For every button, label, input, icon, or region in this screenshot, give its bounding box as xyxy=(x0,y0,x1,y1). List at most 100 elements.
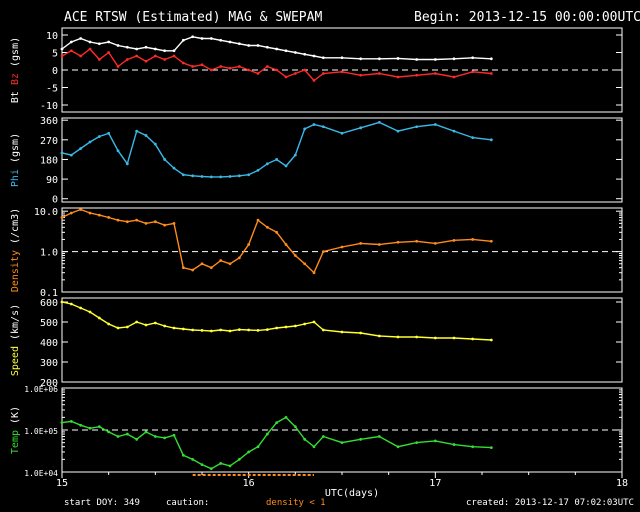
mag-point-1-20 xyxy=(247,68,251,72)
speed-point-0-28 xyxy=(321,328,325,332)
temp-point-0-11 xyxy=(163,436,167,440)
temp-point-0-33 xyxy=(415,441,419,445)
phi-point-0-29 xyxy=(340,131,344,135)
density-point-0-17 xyxy=(219,259,223,262)
density-point-0-1 xyxy=(69,211,73,215)
temp-point-0-4 xyxy=(97,425,101,429)
mag-point-0-18 xyxy=(228,40,232,44)
temp-point-0-25 xyxy=(293,425,297,429)
phi-point-0-15 xyxy=(200,175,204,178)
speed-point-0-32 xyxy=(396,335,400,339)
speed-point-0-21 xyxy=(256,329,260,332)
density-point-0-33 xyxy=(415,239,419,243)
mag-point-0-28 xyxy=(321,56,325,60)
temp-point-0-20 xyxy=(247,450,251,454)
temp-point-0-9 xyxy=(144,430,148,434)
temp-point-0-22 xyxy=(265,432,269,436)
temp-point-0-27 xyxy=(312,445,316,449)
speed-point-0-8 xyxy=(135,320,139,324)
temp-point-0-2 xyxy=(79,423,83,427)
speed-point-0-31 xyxy=(377,334,381,338)
mag-point-0-25 xyxy=(293,51,297,54)
density-point-0-31 xyxy=(377,243,381,246)
mag-point-0-29 xyxy=(340,56,344,60)
density-caution-note: density < 1 xyxy=(266,498,326,508)
phi-point-0-25 xyxy=(293,153,297,157)
temp-point-0-35 xyxy=(452,443,456,446)
density-point-0-8 xyxy=(135,218,139,222)
mag-point-1-5 xyxy=(107,51,111,54)
temp-point-0-36 xyxy=(471,445,475,449)
chart-title: ACE RTSW (Estimated) MAG & SWEPAM xyxy=(64,10,323,25)
speed-axis-label-part-0: Speed xyxy=(10,346,21,376)
phi-series-phi xyxy=(61,121,492,178)
mag-point-0-3 xyxy=(88,40,92,44)
phi-tick-label-1: 270 xyxy=(40,136,58,147)
mag-point-0-31 xyxy=(377,57,381,61)
begin-time: Begin: 2013-12-15 00:00:00UTC xyxy=(414,10,640,25)
mag-point-1-21 xyxy=(256,72,260,75)
density-point-0-22 xyxy=(265,225,269,229)
speed-point-0-5 xyxy=(107,322,111,326)
speed-point-0-18 xyxy=(228,329,232,333)
mag-point-0-34 xyxy=(433,58,437,61)
temp-axis-label-part-0: Temp xyxy=(10,430,21,454)
phi-point-0-19 xyxy=(237,174,241,178)
mag-point-1-33 xyxy=(415,73,419,77)
mag-point-1-17 xyxy=(219,65,223,68)
mag-point-1-1 xyxy=(69,49,73,53)
density-tick-label-1: 1.0 xyxy=(40,248,58,259)
mag-point-1-31 xyxy=(377,72,381,75)
mag-point-0-24 xyxy=(284,49,288,53)
mag-point-1-15 xyxy=(200,63,204,67)
temp-point-0-13 xyxy=(181,453,185,457)
density-axis-label-part-1: (/cm3) xyxy=(10,208,21,250)
density-frame xyxy=(61,207,623,293)
speed-tick-label-3: 300 xyxy=(40,358,58,369)
temp-point-0-6 xyxy=(116,435,120,438)
density-point-0-21 xyxy=(256,218,260,222)
phi-point-0-12 xyxy=(172,166,176,170)
mag-point-1-4 xyxy=(97,58,101,61)
speed-point-0-26 xyxy=(303,322,307,326)
density-point-0-24 xyxy=(284,243,288,246)
chart-panels: 10 5 0 -5 -10 Bt Bz (gsm) 360 270 180 90 0 Phi (gsm… xyxy=(10,27,623,478)
density-point-0-25 xyxy=(293,254,297,257)
phi-point-0-10 xyxy=(153,142,157,146)
panel-speed: 600 500 400 300 200 Speed (km/s) xyxy=(10,297,623,389)
speed-point-0-24 xyxy=(284,325,288,329)
density-point-0-3 xyxy=(88,211,92,215)
mag-point-0-17 xyxy=(219,38,223,42)
speed-point-0-9 xyxy=(144,323,148,327)
density-series-density xyxy=(61,208,492,274)
phi-point-0-37 xyxy=(489,138,493,142)
mag-tick-label-4: -10 xyxy=(40,101,58,112)
speed-frame xyxy=(61,297,623,383)
speed-point-0-15 xyxy=(200,329,204,332)
start-doy: start DOY: 349 xyxy=(64,498,140,508)
speed-point-0-0 xyxy=(60,300,64,304)
temp-point-0-17 xyxy=(219,462,223,465)
density-point-0-29 xyxy=(340,245,344,249)
phi-point-0-32 xyxy=(396,129,400,133)
mag-series-bt xyxy=(61,36,492,61)
temp-point-0-37 xyxy=(489,446,493,450)
mag-point-0-14 xyxy=(191,35,195,39)
temp-point-0-19 xyxy=(237,457,241,461)
mag-point-0-10 xyxy=(153,47,157,51)
x-axis-label: UTC(days) xyxy=(325,488,379,499)
phi-tick-label-0: 360 xyxy=(40,116,58,127)
phi-point-0-33 xyxy=(415,125,419,129)
mag-point-1-3 xyxy=(88,47,92,51)
mag-series-bz xyxy=(61,48,492,82)
mag-point-1-12 xyxy=(172,54,176,58)
temp-point-0-26 xyxy=(303,437,307,441)
phi-point-0-8 xyxy=(135,129,139,133)
density-point-0-5 xyxy=(107,216,111,219)
speed-point-0-36 xyxy=(471,337,475,341)
temp-axis-label-part-1: (K) xyxy=(10,406,21,430)
phi-point-0-4 xyxy=(97,135,101,138)
temp-series-temp xyxy=(61,416,492,470)
phi-point-0-2 xyxy=(79,147,83,150)
density-point-0-15 xyxy=(200,262,204,266)
